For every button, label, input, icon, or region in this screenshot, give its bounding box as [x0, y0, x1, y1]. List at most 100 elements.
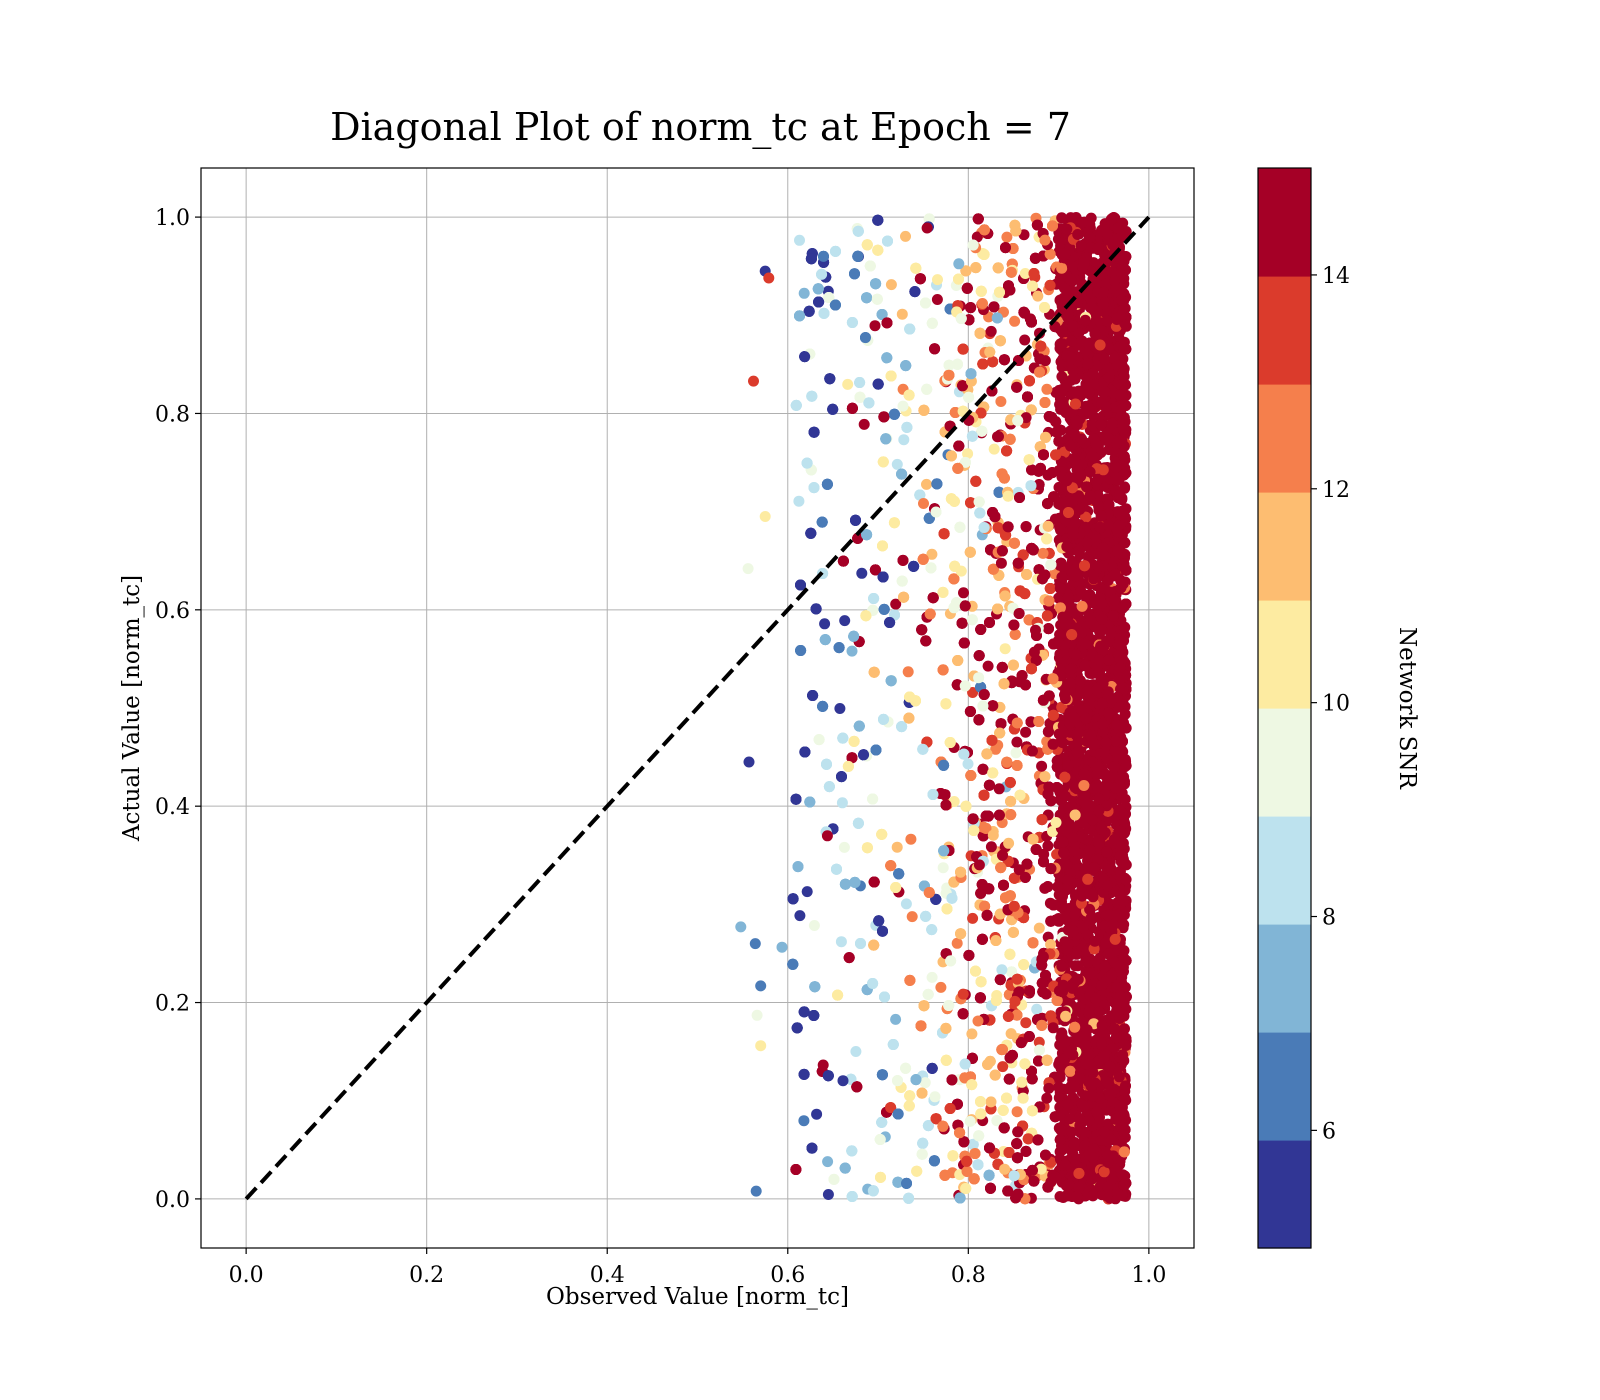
data-point: [1053, 481, 1065, 493]
data-point: [790, 1164, 802, 1175]
data-point: [904, 974, 916, 986]
data-point: [960, 265, 972, 277]
data-point: [846, 1191, 858, 1202]
data-point: [995, 396, 1007, 407]
data-point: [985, 1096, 997, 1108]
data-point: [1007, 659, 1019, 671]
data-point: [749, 938, 761, 950]
data-point: [938, 759, 950, 771]
data-point: [1003, 1073, 1015, 1085]
data-point: [898, 591, 910, 603]
data-point: [900, 898, 912, 910]
data-point: [1004, 948, 1016, 960]
data-point: [846, 645, 858, 657]
data-point: [822, 1189, 834, 1200]
data-point: [897, 400, 909, 412]
data-point: [876, 309, 888, 320]
data-point: [951, 937, 963, 949]
data-point: [1009, 315, 1021, 327]
data-point: [1017, 549, 1029, 561]
data-point: [985, 325, 997, 337]
data-point: [890, 1013, 902, 1025]
data-point: [957, 988, 969, 1000]
data-point: [1055, 524, 1066, 536]
data-point: [921, 478, 932, 490]
data-point: [790, 399, 802, 411]
data-point: [977, 763, 989, 775]
data-point: [1045, 939, 1057, 950]
data-point: [967, 1138, 979, 1150]
data-point: [1041, 383, 1053, 395]
data-point: [834, 703, 846, 714]
data-point: [982, 660, 994, 672]
data-point: [967, 687, 979, 698]
data-point: [897, 554, 909, 566]
data-point: [965, 302, 977, 314]
data-point: [915, 1020, 927, 1032]
data-point: [1054, 1191, 1066, 1202]
data-point: [837, 1075, 849, 1087]
data-point: [1033, 1055, 1044, 1067]
data-point: [996, 661, 1008, 673]
data-point: [890, 598, 902, 610]
data-point: [972, 213, 984, 225]
data-point: [838, 841, 850, 853]
data-point: [920, 635, 932, 647]
data-point: [962, 758, 974, 770]
data-point: [856, 567, 868, 579]
data-point: [858, 418, 870, 430]
data-point: [824, 373, 836, 385]
data-point: [846, 402, 858, 414]
data-point: [879, 991, 890, 1003]
data-point: [898, 434, 910, 446]
data-point: [854, 391, 866, 403]
data-point: [1032, 290, 1044, 302]
data-point: [957, 380, 969, 392]
data-point: [793, 495, 805, 507]
data-point: [823, 781, 835, 793]
data-point: [917, 1137, 929, 1149]
data-point: [1004, 433, 1016, 445]
scatter-points: [735, 212, 1132, 1205]
data-point: [928, 1155, 940, 1167]
data-point: [975, 887, 987, 899]
data-point: [811, 1108, 823, 1120]
data-point: [888, 517, 900, 529]
data-point: [819, 618, 831, 630]
data-point: [1043, 623, 1054, 635]
data-point: [930, 893, 942, 905]
data-point: [835, 936, 847, 948]
data-point: [987, 563, 999, 575]
data-point: [988, 443, 1000, 455]
data-point: [861, 292, 873, 304]
data-point: [1042, 840, 1054, 852]
data-point: [995, 718, 1007, 730]
data-point: [926, 548, 938, 560]
data-point: [958, 587, 969, 599]
data-point: [1033, 1036, 1045, 1048]
data-point: [973, 714, 985, 726]
data-point: [953, 258, 965, 270]
data-point: [891, 841, 903, 853]
data-point: [977, 358, 989, 370]
data-point: [803, 305, 815, 317]
data-point: [1020, 1017, 1032, 1029]
data-point: [1018, 229, 1030, 241]
data-point: [1031, 1003, 1043, 1015]
data-point: [881, 352, 893, 364]
data-point: [1049, 1111, 1061, 1123]
data-point: [870, 744, 882, 756]
data-point: [1002, 1185, 1014, 1197]
data-point: [970, 262, 982, 274]
data-point: [876, 828, 888, 840]
data-point: [868, 876, 880, 888]
data-point: [1040, 431, 1052, 443]
data-point: [900, 230, 911, 242]
data-point: [848, 735, 860, 747]
data-point: [839, 1162, 851, 1174]
data-point: [881, 317, 893, 329]
data-point: [869, 320, 881, 332]
data-point: [873, 915, 885, 927]
data-point: [958, 637, 970, 649]
data-point: [966, 1028, 978, 1040]
